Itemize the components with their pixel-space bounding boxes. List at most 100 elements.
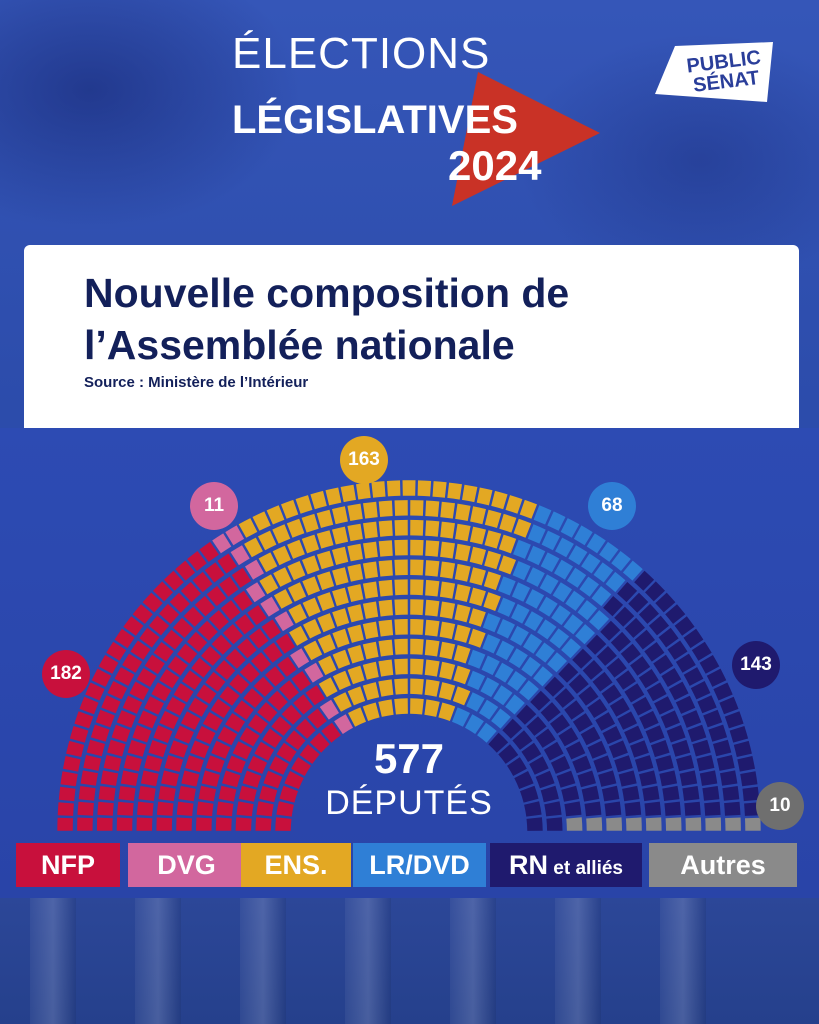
seat [697,695,717,714]
seat [469,567,486,586]
seat [512,561,531,581]
seat [261,619,281,640]
seat [601,785,620,802]
seat [362,621,379,640]
seat [702,786,720,801]
seat [699,770,718,786]
seat [394,638,408,655]
seat [222,770,241,788]
seat [219,686,240,706]
seat [439,661,456,680]
seat [272,524,291,544]
seat [410,519,424,536]
seat [520,785,539,803]
seat [565,741,586,760]
seat [95,709,115,728]
seat [491,490,508,510]
seat [187,551,207,571]
seat [163,570,184,591]
seat [276,801,294,817]
seat [212,533,232,554]
seat [511,582,531,602]
seat [348,707,366,727]
seat [394,500,408,516]
seat [287,539,305,559]
seat [716,755,735,771]
seat [704,801,721,816]
seat [378,699,394,717]
seat [77,817,93,831]
seat [519,499,537,519]
seat [554,559,573,580]
seat [325,487,342,506]
seat [378,619,394,637]
seat [733,740,752,757]
seat [247,605,267,626]
seat [622,785,640,802]
seat [378,560,393,577]
seat [592,671,613,692]
seat [630,656,651,676]
seat [614,606,635,627]
seat [307,708,327,729]
seat [156,817,173,831]
seat [514,771,534,789]
seat [662,785,680,801]
seat [236,801,254,817]
seat [498,576,516,596]
seat [558,727,579,747]
seat [634,570,655,591]
seat [572,713,593,733]
seat [220,600,241,621]
seat [259,574,279,595]
total-label: DÉPUTÉS [325,784,493,822]
seat [410,698,424,715]
seat [196,801,214,817]
seat [521,656,541,677]
seat [687,724,707,743]
seat [173,617,194,638]
seat [242,770,262,788]
seat [287,561,306,581]
seat [362,702,380,721]
seat [363,501,378,519]
seat [511,603,530,624]
seat [180,582,201,603]
seat [625,817,642,831]
seat [215,660,236,680]
seat [402,480,416,496]
seat [556,770,576,788]
seat [546,817,563,831]
seat [153,642,174,662]
seat [122,695,143,714]
seat [440,541,455,559]
seat [316,509,334,528]
seat [549,628,570,649]
seat [439,581,456,599]
seat [477,722,497,743]
seat [497,597,516,617]
seat [199,541,219,562]
seat [729,726,749,743]
seat [174,725,194,744]
seat [572,755,592,774]
seat [630,740,649,758]
seat [148,615,170,636]
seat [713,739,732,757]
seat [410,500,424,516]
seat [273,589,293,609]
seat [244,537,263,558]
seat [654,696,674,715]
seat [529,756,549,775]
seat [638,603,659,624]
seat [269,756,289,775]
seat [737,756,755,772]
seat [742,786,760,802]
seat [568,545,588,566]
seat [614,755,633,773]
seat [83,755,102,771]
seat [332,649,351,669]
seat [347,604,364,623]
legend-item-autres: Autres [649,843,797,887]
seat [289,625,308,646]
